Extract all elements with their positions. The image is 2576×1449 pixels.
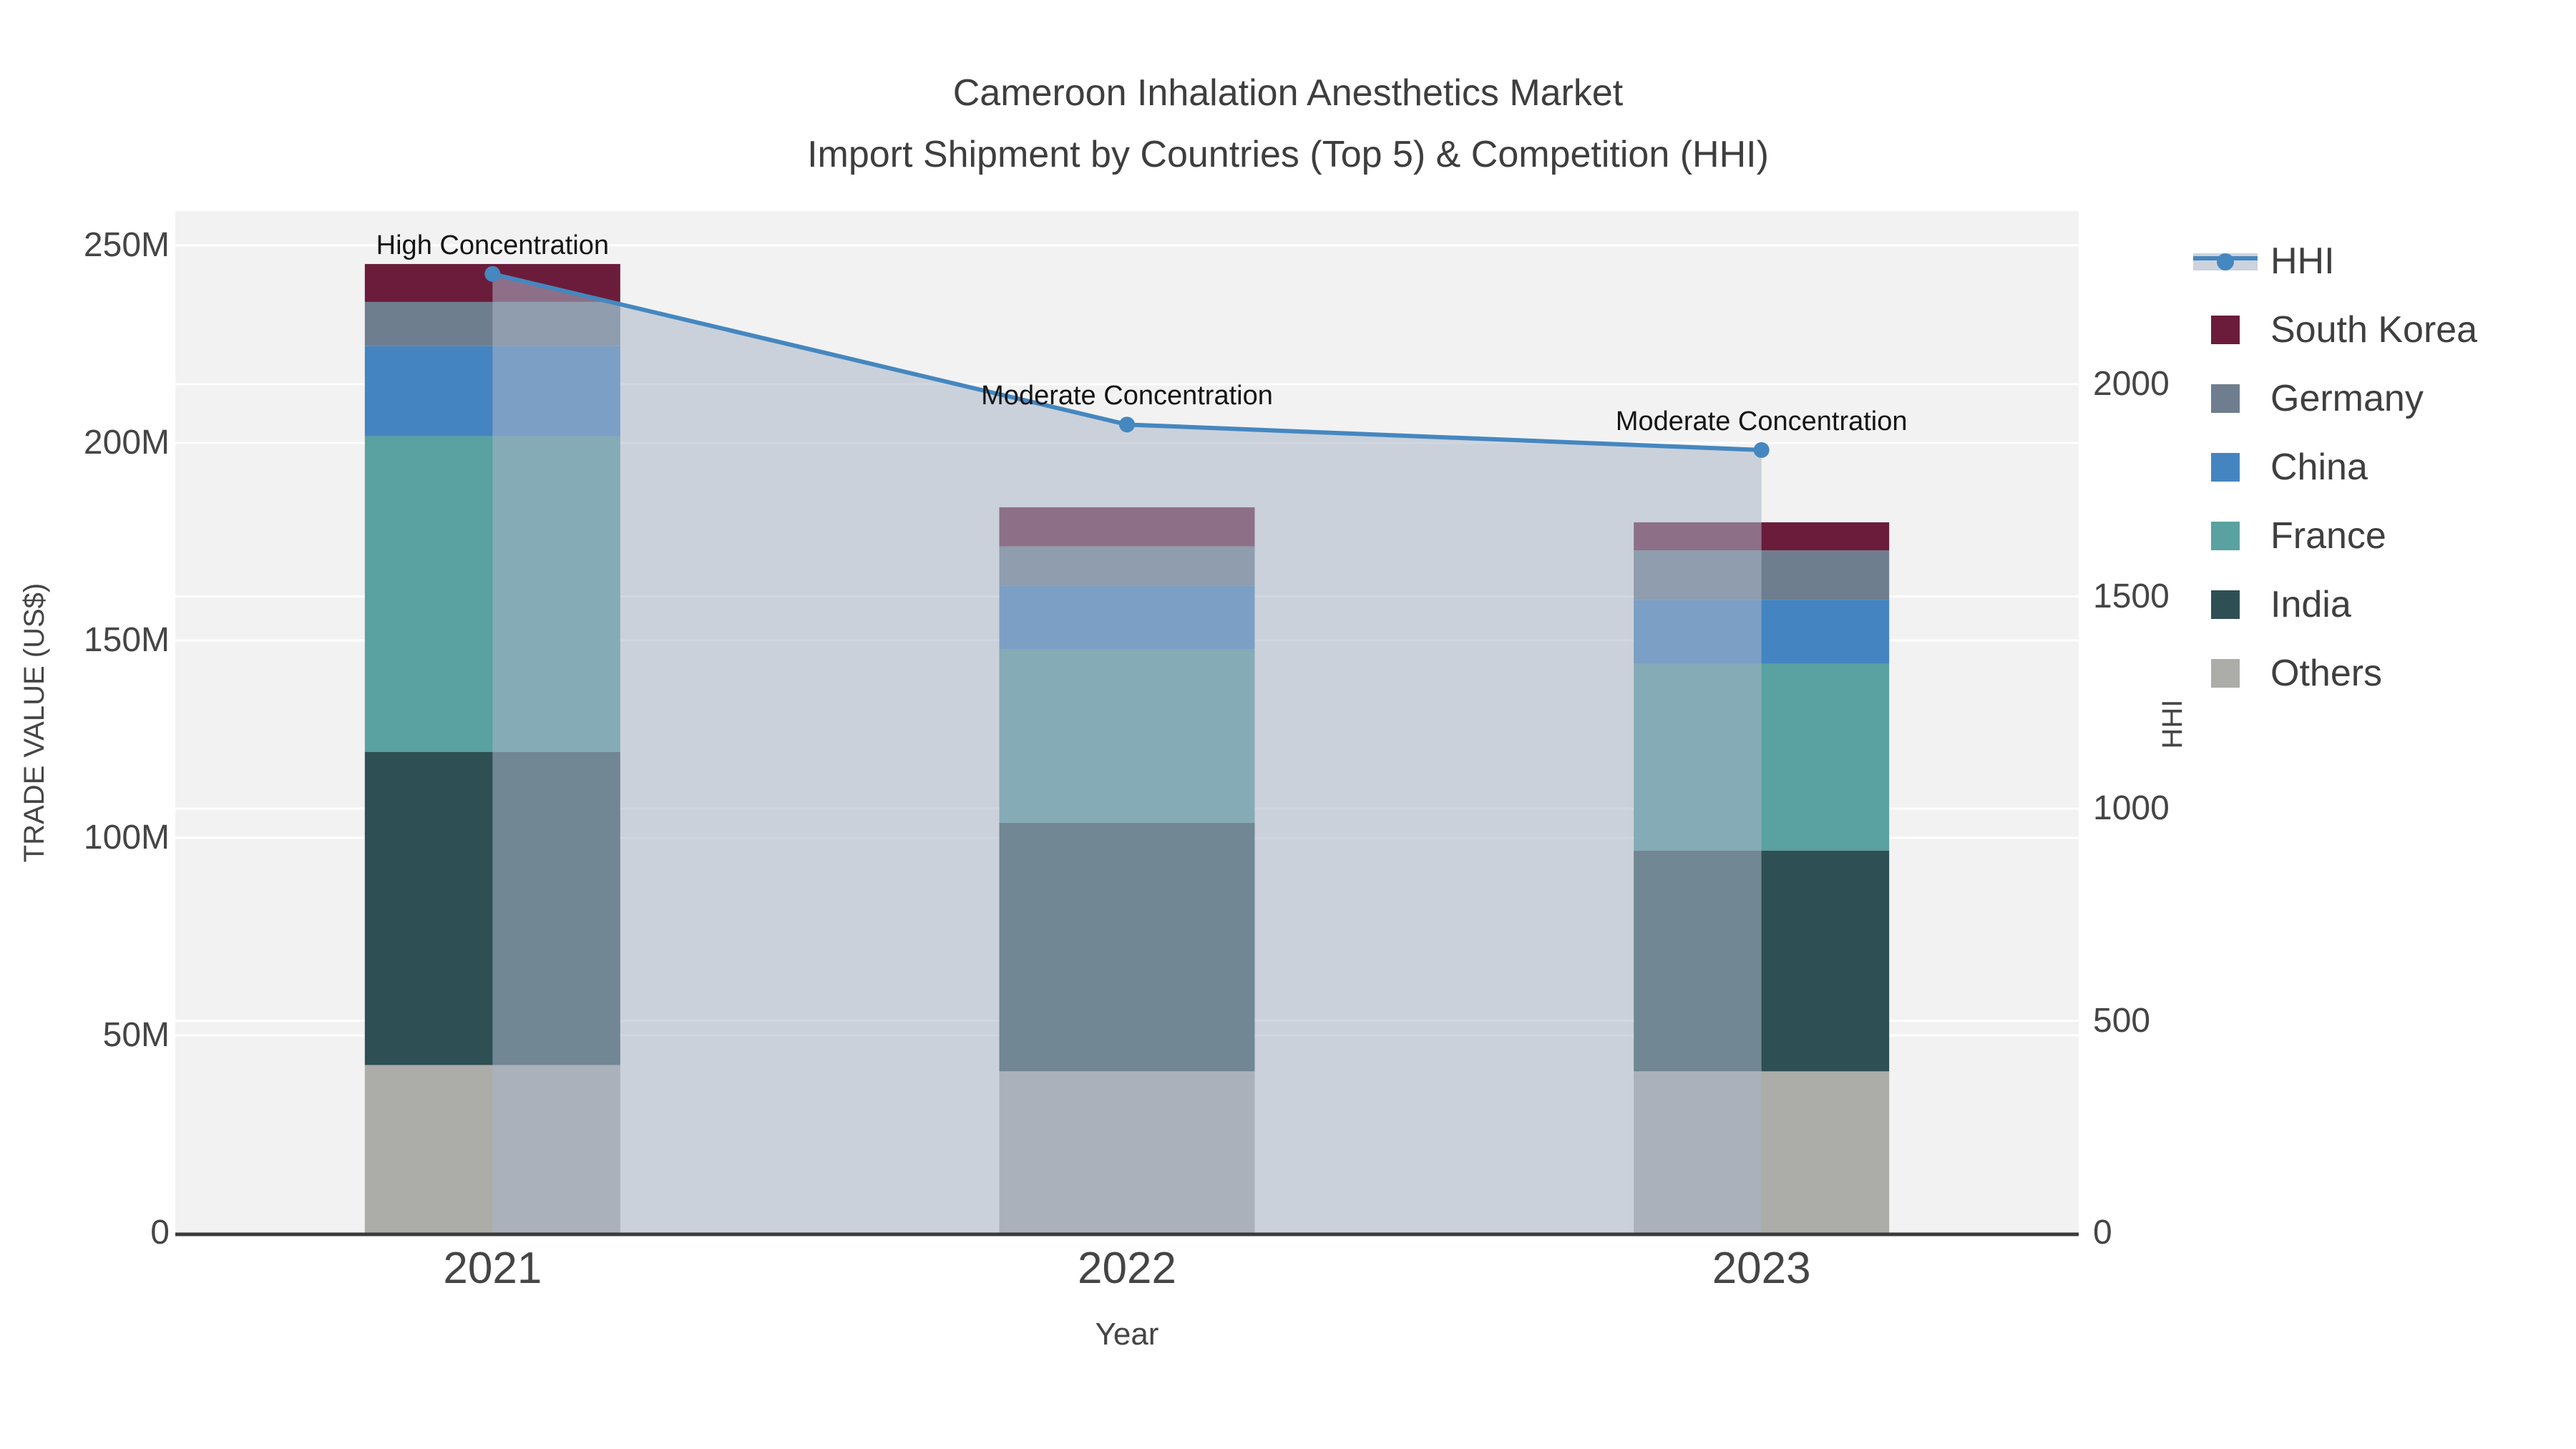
legend-item-south-korea[interactable]: South Korea <box>2192 296 2477 364</box>
x-tick-label: 2022 <box>1078 1244 1176 1293</box>
x-axis-title: Year <box>1095 1317 1159 1352</box>
x-tick-label: 2021 <box>443 1244 542 1293</box>
y-right-axis-title: HHI <box>2157 699 2188 749</box>
color-swatch <box>2211 453 2240 482</box>
legend-item-hhi[interactable]: HHI <box>2192 227 2477 296</box>
legend-item-label: HHI <box>2270 240 2335 282</box>
color-swatch-icon <box>2192 570 2270 639</box>
x-tick-label: 2023 <box>1712 1244 1811 1293</box>
chart-title-line1: Cameroon Inhalation Anesthetics Market <box>952 72 1624 114</box>
concentration-annotation: Moderate Concentration <box>981 381 1273 411</box>
chart-title-line2: Import Shipment by Countries (Top 5) & C… <box>807 134 1769 175</box>
hhi-marker[interactable] <box>484 265 501 282</box>
hhi-line-sample <box>2193 253 2258 270</box>
y-right-tick-label: 2000 <box>2093 365 2170 403</box>
legend-item-label: South Korea <box>2270 309 2478 351</box>
legend-item-others[interactable]: Others <box>2192 639 2477 708</box>
y-right-tick-label: 0 <box>2093 1214 2112 1252</box>
hhi-marker[interactable] <box>1119 416 1135 433</box>
y-left-tick-label: 50M <box>102 1016 170 1054</box>
y-right-tick-label: 1000 <box>2093 789 2170 827</box>
hhi-marker[interactable] <box>1753 441 1770 458</box>
hhi-area-fill <box>492 273 1762 1233</box>
color-swatch-icon <box>2192 433 2270 502</box>
color-swatch <box>2211 522 2240 550</box>
hhi-fill-band <box>2193 253 2258 270</box>
y-left-axis-title: TRADE VALUE (US$) <box>19 582 50 863</box>
color-swatch <box>2211 590 2240 619</box>
hhi-marker-dot <box>2217 253 2234 270</box>
color-swatch <box>2211 316 2240 344</box>
legend-item-label: India <box>2270 584 2351 625</box>
y-left-tick-label: 0 <box>150 1214 170 1252</box>
legend-item-france[interactable]: France <box>2192 502 2477 570</box>
y-right-tick-label: 1500 <box>2093 577 2170 615</box>
legend-item-label: China <box>2270 447 2368 488</box>
color-swatch-icon <box>2192 639 2270 708</box>
color-swatch-icon <box>2192 296 2270 364</box>
color-swatch-icon <box>2192 364 2270 433</box>
legend-item-label: Germany <box>2270 378 2424 419</box>
y-left-tick-label: 250M <box>83 226 170 264</box>
color-swatch <box>2211 384 2240 413</box>
y-left-tick-label: 200M <box>83 424 170 462</box>
legend-item-label: Others <box>2270 653 2383 694</box>
y-left-tick-label: 100M <box>83 819 170 857</box>
color-swatch <box>2211 659 2240 688</box>
legend-item-china[interactable]: China <box>2192 433 2477 502</box>
y-right-tick-label: 500 <box>2093 1001 2151 1040</box>
concentration-annotation: Moderate Concentration <box>1615 406 1908 436</box>
color-swatch-icon <box>2192 502 2270 570</box>
y-left-tick-label: 150M <box>83 621 170 659</box>
legend-item-label: France <box>2270 515 2386 557</box>
concentration-annotation: High Concentration <box>376 230 609 260</box>
legend-item-india[interactable]: India <box>2192 570 2477 639</box>
legend-item-germany[interactable]: Germany <box>2192 364 2477 433</box>
hhi-line-icon <box>2192 227 2270 296</box>
legend: HHI South Korea Germany China France India Oth… <box>2192 227 2477 708</box>
